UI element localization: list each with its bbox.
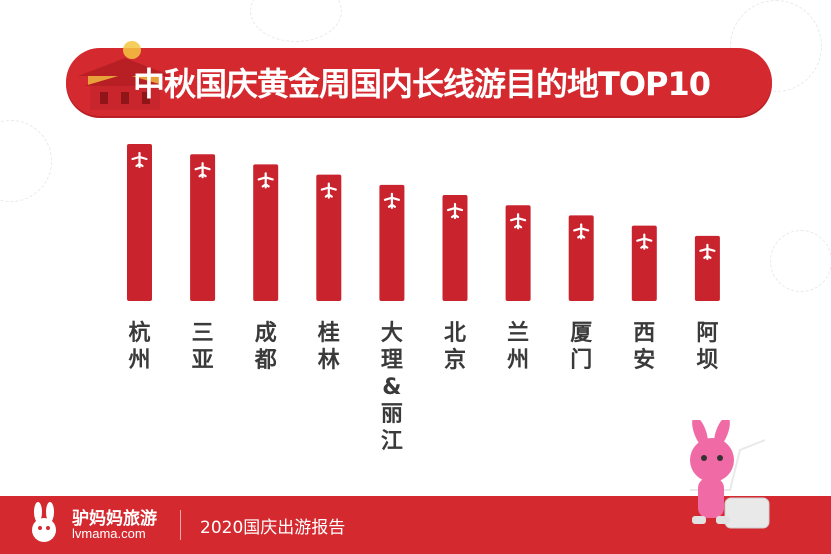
footer-divider <box>180 510 181 540</box>
bar-杭州 <box>127 144 152 301</box>
airplane-icon <box>194 162 211 179</box>
category-label-char: 坝 <box>696 348 718 373</box>
category-label-char: 亚 <box>192 348 214 373</box>
bar-三亚 <box>190 154 216 301</box>
category-label-char: 州 <box>128 348 150 373</box>
category-label-char: 京 <box>444 347 466 373</box>
bar-北京 <box>442 195 468 301</box>
airplane-icon <box>131 151 148 169</box>
title-banner <box>66 48 772 116</box>
category-label-char: 成 <box>255 321 277 346</box>
bar-兰州 <box>505 205 531 301</box>
airplane-icon <box>446 202 464 220</box>
footer-bar: 驴妈妈旅游 lvmama.com 2020国庆出游报告 <box>0 496 831 554</box>
bar-西安 <box>631 225 657 301</box>
airplane-icon <box>510 213 527 230</box>
category-label-char: 西 <box>633 321 655 346</box>
report-label: 2020国庆出游报告 <box>200 518 346 538</box>
category-label-char: 都 <box>254 348 277 373</box>
bar-成都 <box>253 164 279 301</box>
bar-桂林 <box>316 174 342 301</box>
category-label-char: 丽 <box>381 402 403 427</box>
airplane-icon <box>257 172 274 189</box>
category-label-char: & <box>382 375 401 400</box>
category-label-char: 理 <box>381 348 403 373</box>
page-title: 中秋国庆黄金周国内长线游目的地TOP10 <box>133 65 711 103</box>
category-label-char: 北 <box>444 321 466 346</box>
firework-decoration <box>730 0 822 92</box>
firework-decoration <box>770 230 831 292</box>
bar-阿坝 <box>694 235 720 301</box>
category-label-char: 门 <box>570 347 592 373</box>
bar-大理&丽江 <box>379 184 405 301</box>
airplane-icon <box>573 223 590 240</box>
brand-url: lvmama.com <box>72 526 146 541</box>
category-label-char: 安 <box>633 347 655 373</box>
category-label-char: 阿 <box>696 321 718 346</box>
donkey-logo-icon <box>32 502 56 542</box>
category-label-char: 林 <box>318 348 340 373</box>
rabbit-mascot-icon <box>690 420 770 529</box>
category-label-char: 兰 <box>507 320 529 346</box>
airplane-icon <box>699 243 716 260</box>
category-label-char: 桂 <box>318 320 340 346</box>
category-label-char: 三 <box>192 321 214 346</box>
airplane-icon <box>636 233 653 250</box>
airplane-icon <box>383 192 400 209</box>
airplane-icon <box>320 182 337 199</box>
category-label-char: 江 <box>381 429 403 454</box>
category-label-char: 州 <box>507 348 529 373</box>
category-label-char: 大 <box>381 321 403 346</box>
category-label-char: 杭 <box>128 320 150 346</box>
category-label-char: 厦 <box>570 321 592 346</box>
brand-name: 驴妈妈旅游 <box>72 509 157 529</box>
tiananmen-gate-icon <box>78 41 172 110</box>
bar-厦门 <box>568 215 594 301</box>
